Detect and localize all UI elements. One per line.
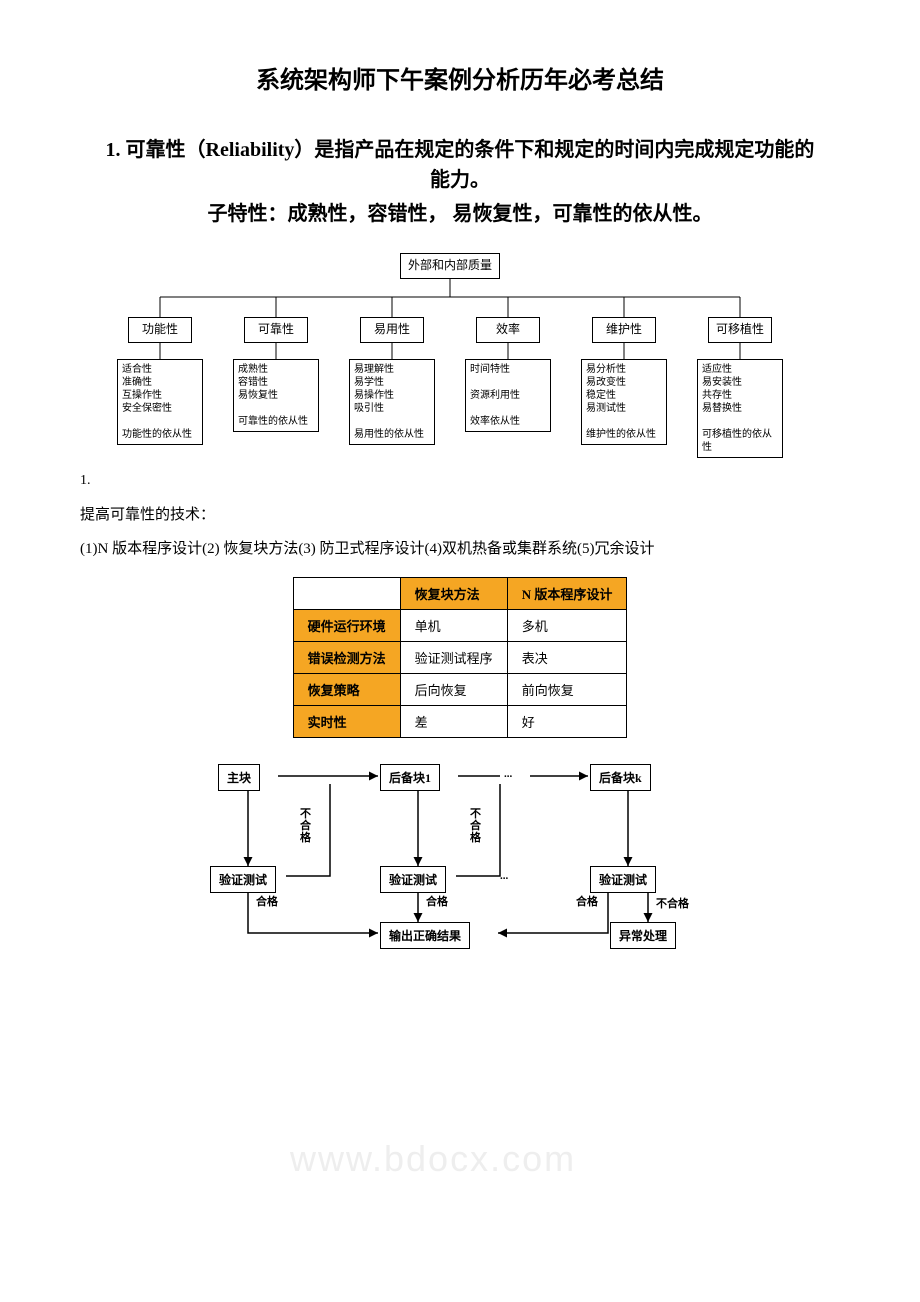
table-cell: 后向恢复 bbox=[400, 674, 507, 706]
flow-exception: 异常处理 bbox=[610, 922, 676, 949]
flow-main-block: 主块 bbox=[218, 764, 260, 791]
table-cell: 单机 bbox=[400, 610, 507, 642]
tree-l1-4: 维护性 bbox=[592, 317, 656, 343]
table-header: 恢复块方法 bbox=[400, 578, 507, 610]
table-cell: 差 bbox=[400, 706, 507, 738]
table-cell: 前向恢复 bbox=[507, 674, 627, 706]
tree-leaf-2: 易理解性 易学性 易操作性 吸引性 易用性的依从性 bbox=[349, 359, 435, 445]
table-row-header: 错误检测方法 bbox=[293, 642, 400, 674]
table-cell: 多机 bbox=[507, 610, 627, 642]
flow-dots-2: ... bbox=[500, 870, 508, 882]
table-row: 错误检测方法 验证测试程序 表决 bbox=[293, 642, 627, 674]
tree-leaf-0: 适合性 准确性 互操作性 安全保密性 功能性的依从性 bbox=[117, 359, 203, 445]
flow-label-pass: 合格 bbox=[256, 896, 278, 908]
table-cell bbox=[293, 578, 400, 610]
flow-label-fail: 不 合 格 bbox=[470, 808, 481, 844]
tree-leaf-4: 易分析性 易改变性 稳定性 易测试性 维护性的依从性 bbox=[581, 359, 667, 445]
tree-leaf-3: 时间特性 资源利用性 效率依从性 bbox=[465, 359, 551, 432]
table-row-header: 实时性 bbox=[293, 706, 400, 738]
tree-l1-0: 功能性 bbox=[128, 317, 192, 343]
table-row-header: 硬件运行环境 bbox=[293, 610, 400, 642]
flow-output: 输出正确结果 bbox=[380, 922, 470, 949]
flow-verify-2: 验证测试 bbox=[380, 866, 446, 893]
heading-line-1: 1. 可靠性（Reliability）是指产品在规定的条件下和规定的时间内完成规… bbox=[100, 135, 820, 195]
table-row: 恢复块方法 N 版本程序设计 bbox=[293, 578, 627, 610]
table-cell: 表决 bbox=[507, 642, 627, 674]
heading-line-2: 子特性：成熟性，容错性， 易恢复性，可靠性的依从性。 bbox=[80, 199, 840, 229]
page-title: 系统架构师下午案例分析历年必考总结 bbox=[40, 60, 880, 95]
flow-verify-3: 验证测试 bbox=[590, 866, 656, 893]
table-row: 实时性 差 好 bbox=[293, 706, 627, 738]
recovery-block-flowchart: 主块 后备块1 ... 后备块k 验证测试 验证测试 ... 验证测试 输出正确… bbox=[200, 758, 720, 988]
tree-l1-1: 可靠性 bbox=[244, 317, 308, 343]
table-header: N 版本程序设计 bbox=[507, 578, 627, 610]
table-cell: 好 bbox=[507, 706, 627, 738]
tree-leaf-5: 适应性 易安装性 共存性 易替换性 可移植性的依从性 bbox=[697, 359, 783, 458]
flow-label-pass: 合格 bbox=[426, 896, 448, 908]
tree-l1-2: 易用性 bbox=[360, 317, 424, 343]
body-text-2: (1)N 版本程序设计(2) 恢复块方法(3) 防卫式程序设计(4)双机热备或集… bbox=[80, 537, 840, 561]
flow-backup-1: 后备块1 bbox=[380, 764, 440, 791]
tree-leaf-1: 成熟性 容错性 易恢复性 可靠性的依从性 bbox=[233, 359, 319, 432]
list-number-1: 1. bbox=[80, 473, 880, 489]
tree-l1-5: 可移植性 bbox=[708, 317, 772, 343]
tree-l1-3: 效率 bbox=[476, 317, 540, 343]
flow-label-fail-r: 不合格 bbox=[656, 898, 689, 910]
table-cell: 验证测试程序 bbox=[400, 642, 507, 674]
table-row: 硬件运行环境 单机 多机 bbox=[293, 610, 627, 642]
watermark: www.bdocx.com bbox=[290, 1138, 576, 1180]
flow-backup-k: 后备块k bbox=[590, 764, 651, 791]
comparison-table: 恢复块方法 N 版本程序设计 硬件运行环境 单机 多机 错误检测方法 验证测试程… bbox=[293, 577, 628, 738]
tree-root: 外部和内部质量 bbox=[400, 253, 500, 279]
flow-verify-1: 验证测试 bbox=[210, 866, 276, 893]
flow-dots: ... bbox=[504, 768, 512, 780]
flow-label-fail: 不 合 格 bbox=[300, 808, 311, 844]
table-row-header: 恢复策略 bbox=[293, 674, 400, 706]
body-text-1: 提高可靠性的技术： bbox=[80, 503, 840, 527]
table-row: 恢复策略 后向恢复 前向恢复 bbox=[293, 674, 627, 706]
quality-tree-diagram: 外部和内部质量 功能性 可靠性 易用性 效率 维护性 可移植性 适合性 准确性 … bbox=[80, 249, 840, 469]
flow-label-pass: 合格 bbox=[576, 896, 598, 908]
